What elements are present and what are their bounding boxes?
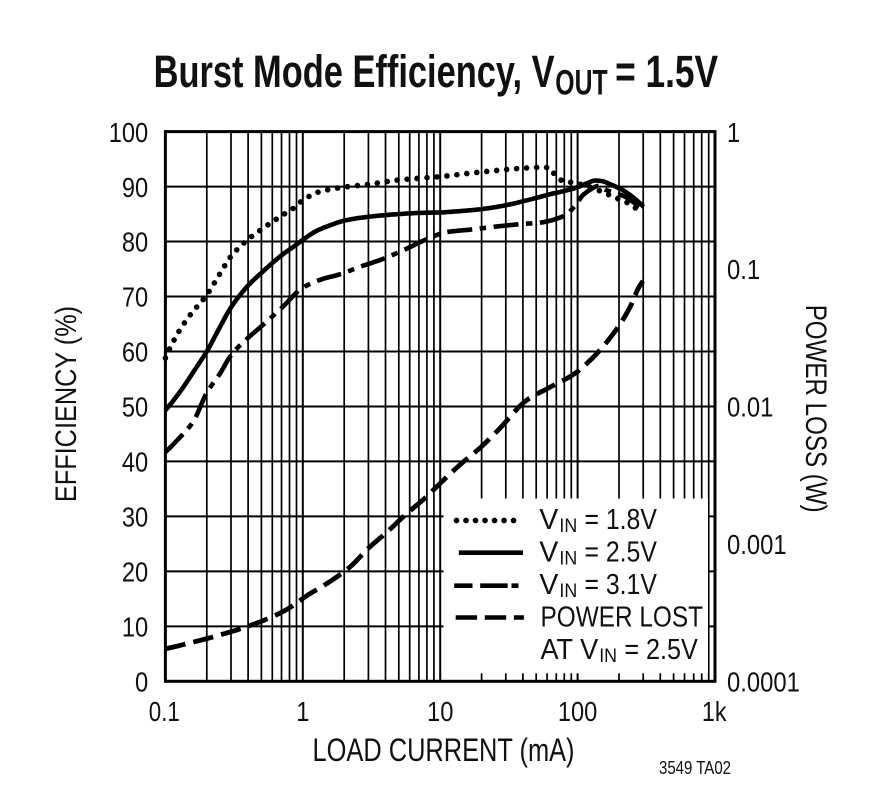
svg-text:100: 100 [558,696,597,727]
svg-text:EFFICIENCY (%): EFFICIENCY (%) [50,306,83,502]
svg-text:1k: 1k [702,696,728,727]
svg-text:LOAD CURRENT (mA): LOAD CURRENT (mA) [313,732,575,768]
svg-text:80: 80 [122,227,148,258]
svg-text:AT V: AT V [541,634,599,666]
svg-text:= 1.5V: = 1.5V [615,46,718,97]
svg-text:IN: IN [559,516,577,537]
svg-text:OUT: OUT [555,63,607,102]
svg-text:0: 0 [135,667,148,698]
svg-text:V: V [539,504,559,536]
svg-text:= 1.8V: = 1.8V [585,504,658,536]
svg-text:0.001: 0.001 [727,529,787,560]
svg-text:10: 10 [427,696,453,727]
svg-text:= 2.5V: = 2.5V [624,634,698,666]
svg-text:70: 70 [122,282,148,313]
svg-text:V: V [539,569,559,601]
svg-text:= 2.5V: = 2.5V [585,537,658,569]
svg-text:60: 60 [122,337,148,368]
svg-text:Burst Mode Efficiency, V: Burst Mode Efficiency, V [154,46,555,97]
svg-text:40: 40 [122,447,148,478]
svg-text:3549 TA02: 3549 TA02 [659,758,731,778]
svg-text:50: 50 [122,392,148,423]
svg-text:POWER LOSS (W): POWER LOSS (W) [799,305,832,513]
svg-text:POWER LOST: POWER LOST [541,602,704,634]
svg-text:0.0001: 0.0001 [727,667,800,698]
svg-text:IN: IN [559,581,577,602]
svg-text:= 3.1V: = 3.1V [585,569,658,601]
svg-text:90: 90 [122,172,148,203]
svg-text:0.1: 0.1 [727,254,760,285]
svg-text:20: 20 [122,557,148,588]
svg-text:100: 100 [109,117,149,148]
svg-text:30: 30 [122,502,148,533]
svg-text:1: 1 [727,117,740,148]
svg-text:10: 10 [122,612,148,643]
svg-text:0.01: 0.01 [727,392,773,423]
svg-text:V: V [539,537,559,569]
svg-text:1: 1 [296,696,309,727]
svg-text:IN: IN [599,646,617,667]
svg-text:0.1: 0.1 [149,696,180,727]
svg-text:IN: IN [559,549,577,570]
